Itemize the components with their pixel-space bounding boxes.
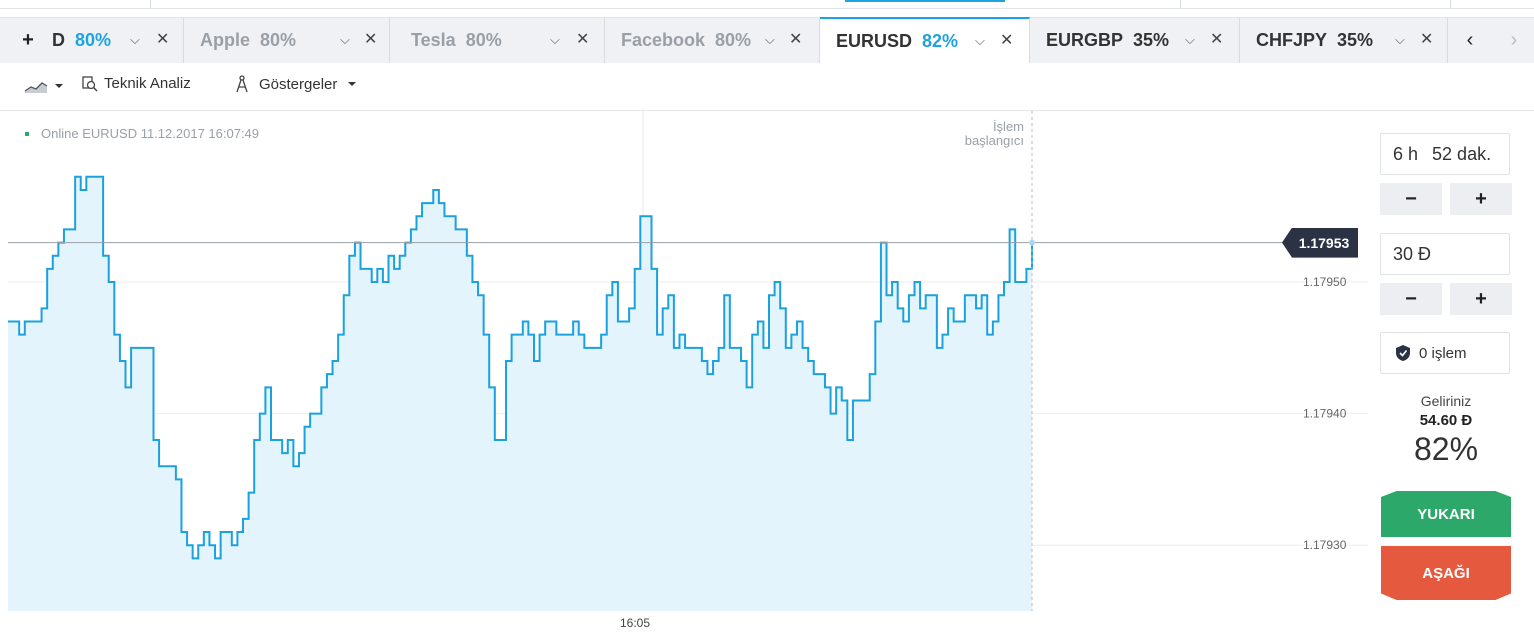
amount-field[interactable]: 30 Ð: [1380, 233, 1510, 275]
close-icon[interactable]: ✕: [156, 31, 170, 48]
amount-value: 30 Ð: [1393, 243, 1432, 264]
trades-button[interactable]: 0 işlem: [1380, 332, 1510, 374]
add-tab-button[interactable]: +: [22, 29, 34, 51]
tab-percent: 82%: [922, 30, 959, 51]
caret-down-icon: [55, 84, 63, 88]
current-price-dot: [1029, 239, 1035, 246]
y-tick-label: 1.17930: [1303, 538, 1347, 552]
current-price-tag: 1.17953: [1282, 227, 1358, 258]
amount-minus-button[interactable]: −: [1380, 283, 1442, 315]
y-tick-label: 1.17950: [1303, 275, 1347, 289]
duration-hours: 6 h: [1393, 143, 1419, 164]
tab-percent: 80%: [75, 30, 112, 50]
strip-segment: [0, 0, 1181, 8]
chevron-down-icon[interactable]: ⌵: [1395, 32, 1405, 47]
chart-toolbar: Teknik Analiz Göstergeler: [0, 63, 1534, 111]
chevron-down-icon[interactable]: ⌵: [130, 32, 140, 47]
close-icon[interactable]: ✕: [364, 31, 378, 48]
trade-start-label: İşlem başlangıcı: [938, 120, 1024, 148]
tab-eurgbp[interactable]: EURGBP 35% ⌵ ✕: [1030, 18, 1240, 63]
duration-plus-button[interactable]: +: [1450, 183, 1512, 215]
close-icon[interactable]: ✕: [576, 31, 590, 48]
chart-type-dropdown[interactable]: [24, 77, 64, 95]
tab-name: Tesla: [411, 30, 456, 50]
tab-name: Apple: [200, 30, 251, 50]
tab-name: CHFJPY: [1256, 30, 1328, 50]
trade-start-label-line2: başlangıcı: [964, 133, 1024, 148]
top-strip: [0, 0, 1534, 9]
trades-count: 0 işlem: [1419, 344, 1467, 362]
online-status: Online EURUSD 11.12.2017 16:07:49: [25, 126, 259, 141]
close-icon[interactable]: ✕: [1420, 31, 1434, 48]
close-icon[interactable]: ✕: [1210, 31, 1224, 48]
price-line: [8, 175, 1033, 560]
shield-icon: [1396, 345, 1410, 361]
tab-d[interactable]: D 80% ⌵ ✕: [44, 18, 184, 63]
online-status-label: Online EURUSD 11.12.2017 16:07:49: [41, 126, 260, 141]
tab-chfjpy[interactable]: CHFJPY 35% ⌵ ✕: [1240, 18, 1448, 63]
asset-tab-bar: + D 80% ⌵ ✕ Apple 80% ⌵ ✕ Tesla 80% ⌵ ✕ …: [0, 17, 1534, 64]
x-tick-label: 16:05: [620, 616, 651, 630]
current-price-value: 1.17953: [1298, 234, 1350, 251]
strip-indicator: [845, 0, 1005, 2]
strip-segment: [0, 0, 151, 8]
close-icon[interactable]: ✕: [1000, 32, 1014, 49]
tab-name: EURGBP: [1046, 30, 1124, 50]
technical-analysis-button[interactable]: Teknik Analiz: [82, 75, 191, 92]
scroll-left-arrow-icon[interactable]: ‹: [1466, 29, 1474, 51]
chevron-down-icon[interactable]: ⌵: [1185, 32, 1195, 47]
tab-percent: 80%: [715, 30, 752, 50]
payout-percent: 82%: [1413, 431, 1479, 467]
tab-eurusd[interactable]: EURUSD 82% ⌵ ✕: [820, 17, 1030, 63]
tab-facebook[interactable]: Facebook 80% ⌵ ✕: [605, 18, 820, 63]
tab-name: D: [52, 30, 65, 50]
price-chart-svg: 1.17950 1.17940 1.17930: [8, 111, 1368, 611]
duration-stepper: − +: [1380, 183, 1512, 215]
online-dot-icon: [25, 131, 29, 136]
tab-percent: 80%: [260, 30, 297, 50]
tab-name: EURUSD: [836, 30, 913, 51]
tab-percent: 35%: [1337, 30, 1374, 50]
close-icon[interactable]: ✕: [789, 31, 803, 48]
chevron-down-icon[interactable]: ⌵: [550, 32, 560, 47]
duration-minutes: 52 dak.: [1432, 143, 1492, 164]
duration-field[interactable]: 6 h 52 dak.: [1380, 133, 1510, 175]
tab-percent: 35%: [1133, 30, 1170, 50]
tab-name: Facebook: [621, 30, 706, 50]
y-tick-label: 1.17940: [1303, 407, 1347, 421]
chevron-down-icon[interactable]: ⌵: [765, 32, 775, 47]
duration-minus-button[interactable]: −: [1380, 183, 1442, 215]
tab-tesla[interactable]: Tesla 80% ⌵ ✕: [390, 18, 605, 63]
strip-segment: [0, 0, 1451, 8]
price-chart[interactable]: 1.17950 1.17940 1.17930 Online EURUSD 11.1…: [8, 111, 1368, 630]
price-area-fill: [8, 176, 1032, 611]
scroll-right-arrow-icon[interactable]: ›: [1510, 29, 1518, 51]
caret-down-icon: [348, 82, 357, 86]
up-button[interactable]: YUKARI: [1381, 491, 1511, 537]
technical-analysis-label: Teknik Analiz: [104, 75, 191, 92]
trade-start-label-line1: İşlem: [992, 119, 1024, 134]
indicators-dropdown[interactable]: Göstergeler: [235, 75, 357, 93]
down-button[interactable]: AŞAĞI: [1381, 546, 1511, 600]
chevron-down-icon[interactable]: ⌵: [975, 33, 985, 48]
chevron-down-icon[interactable]: ⌵: [340, 32, 350, 47]
amount-stepper: − +: [1380, 283, 1512, 315]
indicators-label: Göstergeler: [259, 75, 338, 93]
area-chart-icon: [24, 82, 48, 93]
income-label: Geliriniz: [1420, 393, 1472, 409]
magnifier-icon: [82, 75, 98, 92]
compass-icon: [236, 75, 248, 93]
tab-apple[interactable]: Apple 80% ⌵ ✕: [184, 18, 390, 63]
income-value: 54.60 Ð: [1419, 412, 1473, 429]
tab-percent: 80%: [465, 30, 502, 50]
amount-plus-button[interactable]: +: [1450, 283, 1512, 315]
